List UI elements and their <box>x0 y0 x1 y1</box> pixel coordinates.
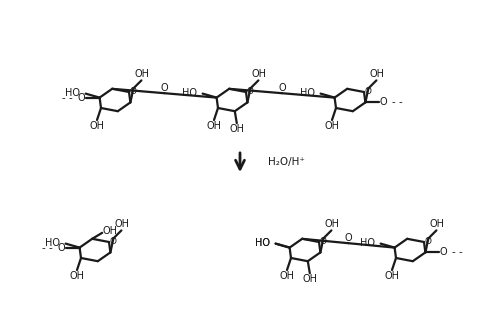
Text: OH: OH <box>115 220 130 229</box>
Text: HO: HO <box>181 88 197 98</box>
Text: OH: OH <box>89 121 105 131</box>
Text: HO: HO <box>65 88 80 98</box>
Text: HO: HO <box>300 88 314 98</box>
Text: O: O <box>109 236 117 245</box>
Text: - -: - - <box>452 247 463 257</box>
Text: OH: OH <box>324 121 339 131</box>
Text: O: O <box>440 247 447 257</box>
Text: O: O <box>161 83 168 93</box>
Text: OH: OH <box>70 271 84 281</box>
Text: OH: OH <box>302 274 317 284</box>
Text: OH: OH <box>325 220 340 229</box>
Text: H₂O/H⁺: H₂O/H⁺ <box>268 157 305 167</box>
Text: OH: OH <box>279 271 295 281</box>
Text: - -: - - <box>62 92 73 103</box>
Text: OH: OH <box>430 220 445 229</box>
Text: O: O <box>58 243 65 252</box>
Text: O: O <box>424 236 432 245</box>
Text: OH: OH <box>135 69 150 79</box>
Text: O: O <box>345 233 352 243</box>
Text: OH: OH <box>252 69 267 79</box>
Text: OH: OH <box>384 271 399 281</box>
Text: - -: - - <box>392 97 403 108</box>
Text: O: O <box>78 92 85 103</box>
Text: HO: HO <box>45 237 60 248</box>
Text: HO: HO <box>360 237 374 248</box>
Text: O: O <box>320 236 326 245</box>
Text: HO: HO <box>254 237 270 248</box>
Text: O: O <box>380 97 387 108</box>
Text: O: O <box>278 83 286 93</box>
Text: - -: - - <box>42 243 53 252</box>
Text: HO: HO <box>254 237 270 248</box>
Text: O: O <box>364 86 372 95</box>
Text: OH: OH <box>370 69 385 79</box>
Text: O: O <box>130 86 136 95</box>
Text: OH: OH <box>103 226 118 236</box>
Text: OH: OH <box>206 121 221 131</box>
Text: O: O <box>247 86 253 95</box>
Text: OH: OH <box>229 124 244 134</box>
